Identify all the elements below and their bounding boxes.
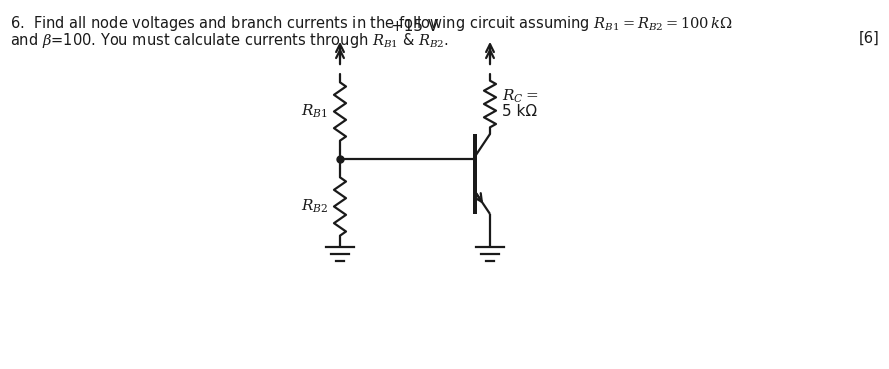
Text: 6.  Find all node voltages and branch currents in the following circuit assuming: 6. Find all node voltages and branch cur… (10, 14, 733, 33)
Text: $R_{B2}$: $R_{B2}$ (300, 198, 328, 215)
Text: +15 V: +15 V (391, 19, 438, 34)
Text: 5 kΩ: 5 kΩ (502, 104, 537, 120)
Text: [6]: [6] (858, 31, 879, 46)
Text: $R_C =$: $R_C =$ (502, 87, 539, 105)
Text: and $\beta$=100. You must calculate currents through $R_{B1}$ & $R_{B2}$.: and $\beta$=100. You must calculate curr… (10, 31, 449, 50)
Text: $R_{B1}$: $R_{B1}$ (301, 103, 328, 120)
